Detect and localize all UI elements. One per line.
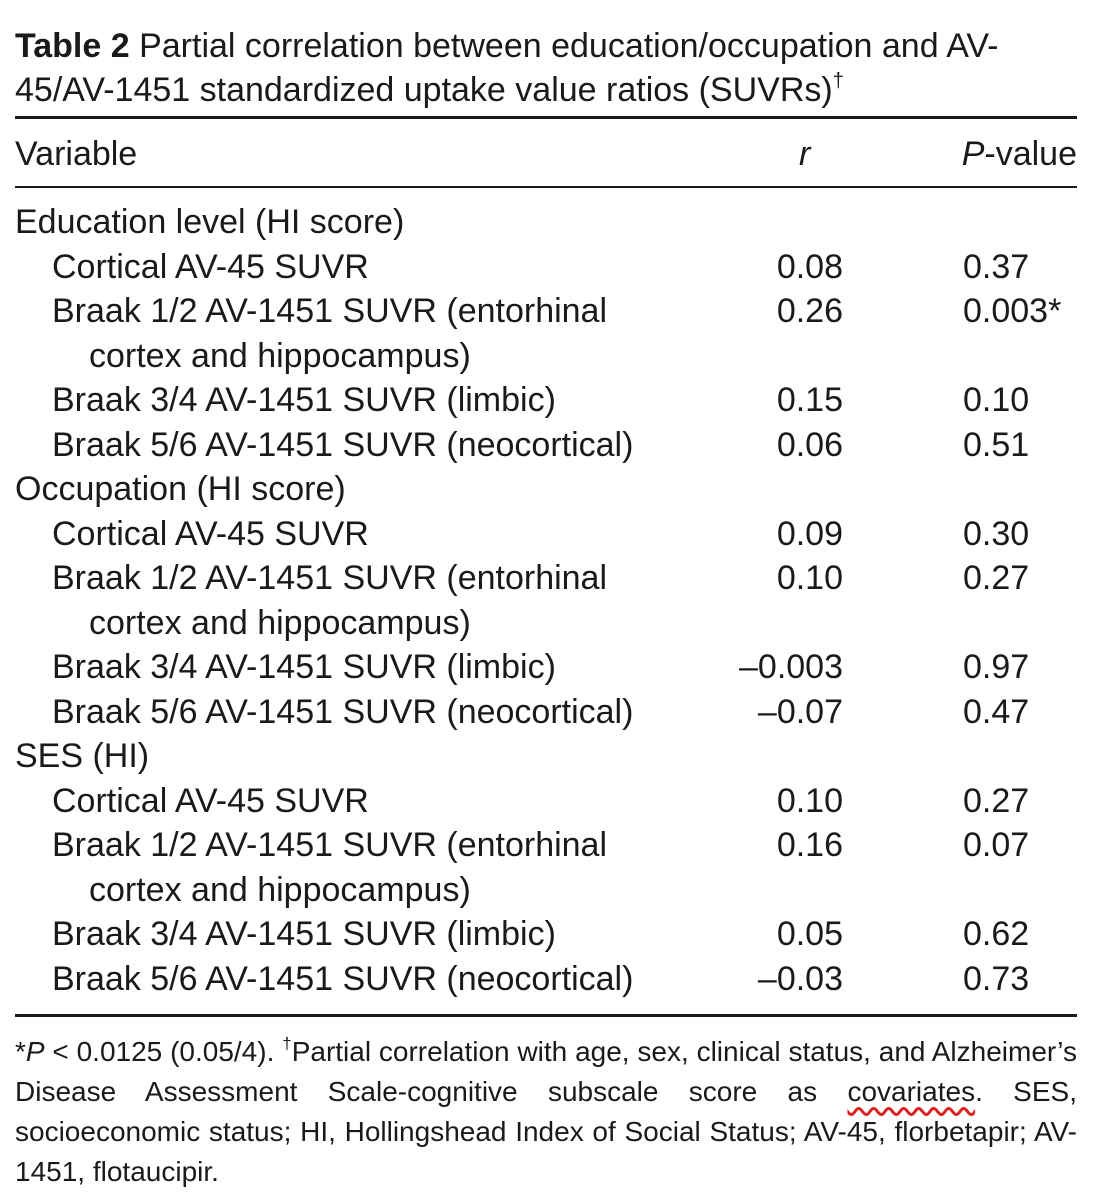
table-row: Cortical AV-45 SUVR 0.08 0.37: [15, 245, 1077, 290]
row-variable-line1: Braak 1/2 AV-1451 SUVR (entorhinal: [52, 826, 608, 864]
row-p-value: 0.27: [963, 781, 1030, 820]
table-header: Variable r P-value: [15, 132, 1077, 176]
row-variable: Braak 3/4 AV-1451 SUVR (limbic): [52, 648, 556, 686]
row-variable: Cortical AV-45 SUVR: [52, 514, 369, 553]
row-variable: Cortical AV-45 SUVR: [52, 247, 369, 286]
row-variable-line2: cortex and hippocampus): [89, 870, 471, 909]
row-variable-line1: Braak 1/2 AV-1451 SUVR (entorhinal: [52, 559, 608, 597]
row-p-value: 0.37: [963, 247, 1030, 286]
row-p-value: 0.30: [963, 514, 1030, 553]
table-row: Braak 1/2 AV-1451 SUVR (entorhinal cortex…: [15, 556, 1077, 645]
header-variable: Variable: [15, 135, 138, 173]
row-r-value: 0.10: [776, 781, 843, 820]
row-r-value: –0.07: [757, 692, 843, 731]
table-row: Braak 1/2 AV-1451 SUVR (entorhinal cortex…: [15, 289, 1077, 378]
row-variable: Education level (HI score): [15, 203, 405, 241]
table-footnote: *P < 0.0125 (0.05/4). †Partial correlati…: [15, 1032, 1077, 1192]
footnote-text-a: Partial correlation with age, sex, clini…: [15, 1036, 1077, 1107]
row-p-value: 0.47: [963, 692, 1030, 731]
header-rule: [15, 186, 1077, 188]
row-variable: SES (HI): [15, 737, 150, 775]
row-variable-line1: Braak 1/2 AV-1451 SUVR (entorhinal: [52, 292, 608, 330]
row-p-value: 0.10: [963, 381, 1030, 419]
group-row-ses: SES (HI): [15, 734, 1077, 779]
row-variable: Braak 1/2 AV-1451 SUVR (entorhinal cortex…: [52, 823, 607, 912]
group-row-education: Education level (HI score): [15, 200, 1077, 245]
table-row: Braak 3/4 AV-1451 SUVR (limbic) 0.15 0.1…: [15, 378, 1077, 423]
top-rule: [15, 116, 1077, 119]
row-r-value: 0.10: [776, 559, 843, 597]
row-p-value: 0.73: [963, 959, 1030, 998]
table-row: Cortical AV-45 SUVR 0.09 0.30: [15, 512, 1077, 557]
row-r-value: –0.003: [739, 648, 843, 686]
row-variable: Braak 3/4 AV-1451 SUVR (limbic): [52, 915, 556, 953]
header-p-value: P-value: [962, 132, 1077, 176]
footnote-p-italic: P: [25, 1036, 45, 1067]
table-label: Table 2: [15, 27, 130, 65]
row-r-value: 0.26: [776, 292, 843, 330]
row-r-value: 0.05: [776, 915, 843, 953]
row-p-value: 0.62: [963, 915, 1030, 953]
table-title: Table 2 Partial correlation between educ…: [15, 24, 1077, 112]
row-r-value: 0.15: [776, 381, 843, 419]
footnote-dagger: †: [282, 1034, 292, 1053]
row-variable: Cortical AV-45 SUVR: [52, 781, 369, 820]
row-variable: Braak 1/2 AV-1451 SUVR (entorhinal cortex…: [52, 556, 607, 645]
table-row: Braak 5/6 AV-1451 SUVR (neocortical) –0.…: [15, 690, 1077, 735]
table-body: Education level (HI score) Cortical AV-4…: [15, 200, 1077, 1001]
table-row: Cortical AV-45 SUVR 0.10 0.27: [15, 779, 1077, 824]
row-r-value: 0.06: [776, 425, 843, 464]
row-variable: Braak 5/6 AV-1451 SUVR (neocortical): [52, 692, 634, 731]
header-p-rest: -value: [984, 135, 1077, 173]
spellcheck-underlined-word[interactable]: covariates: [847, 1076, 976, 1107]
row-p-value: 0.07: [963, 826, 1030, 864]
bottom-rule: [15, 1014, 1077, 1017]
row-r-value: –0.03: [757, 959, 843, 998]
row-variable-line2: cortex and hippocampus): [89, 603, 471, 642]
row-variable: Braak 5/6 AV-1451 SUVR (neocortical): [52, 425, 634, 464]
group-row-occupation: Occupation (HI score): [15, 467, 1077, 512]
table-row: Braak 5/6 AV-1451 SUVR (neocortical) 0.0…: [15, 423, 1077, 468]
row-variable: Braak 1/2 AV-1451 SUVR (entorhinal cortex…: [52, 289, 607, 378]
footnote-star: *: [15, 1036, 26, 1067]
table-caption: Partial correlation between education/oc…: [15, 27, 999, 109]
row-r-value: 0.16: [776, 826, 843, 864]
table-row: Braak 5/6 AV-1451 SUVR (neocortical) –0.…: [15, 957, 1077, 1002]
row-p-value: 0.97: [963, 648, 1030, 686]
footnote-text-b: . SES, socioeconomic status; HI, Holling…: [15, 1076, 1077, 1187]
row-variable: Braak 3/4 AV-1451 SUVR (limbic): [52, 381, 556, 419]
header-p-italic: P: [961, 135, 985, 173]
row-variable: Occupation (HI score): [15, 470, 346, 508]
header-r: r: [799, 135, 811, 173]
row-variable-line2: cortex and hippocampus): [89, 336, 471, 375]
table-row: Braak 3/4 AV-1451 SUVR (limbic) –0.003 0…: [15, 645, 1077, 690]
row-r-value: 0.08: [776, 247, 843, 286]
table-row: Braak 3/4 AV-1451 SUVR (limbic) 0.05 0.6…: [15, 912, 1077, 957]
dagger-mark: †: [832, 70, 844, 92]
table-row: Braak 1/2 AV-1451 SUVR (entorhinal cortex…: [15, 823, 1077, 912]
row-p-value: 0.003*: [963, 292, 1062, 330]
row-r-value: 0.09: [776, 514, 843, 553]
row-variable: Braak 5/6 AV-1451 SUVR (neocortical): [52, 959, 634, 998]
row-p-value: 0.51: [963, 425, 1030, 464]
row-p-value: 0.27: [963, 559, 1030, 597]
footnote-threshold: < 0.0125 (0.05/4).: [44, 1036, 283, 1067]
